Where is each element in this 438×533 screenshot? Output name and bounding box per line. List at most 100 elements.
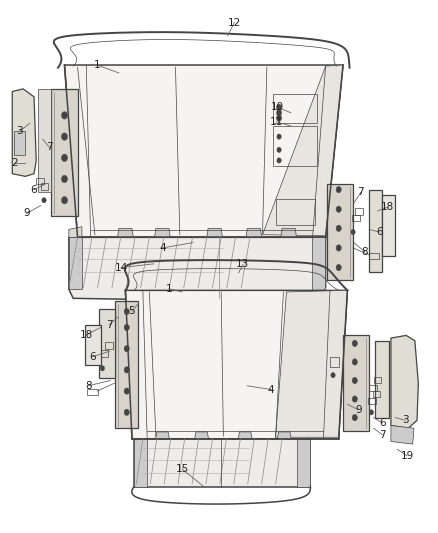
Text: 6: 6 — [379, 418, 385, 428]
Bar — [273, 94, 317, 123]
Polygon shape — [155, 432, 170, 439]
Polygon shape — [85, 325, 101, 365]
Polygon shape — [277, 432, 291, 439]
Circle shape — [61, 154, 67, 161]
Bar — [87, 389, 98, 395]
Text: 5: 5 — [129, 306, 135, 316]
Circle shape — [336, 225, 341, 231]
Bar — [41, 183, 48, 190]
Text: 4: 4 — [268, 384, 275, 394]
Polygon shape — [51, 89, 78, 216]
Polygon shape — [391, 425, 414, 444]
Bar — [355, 208, 363, 215]
Bar — [276, 199, 315, 225]
Bar — [368, 398, 376, 405]
Polygon shape — [343, 335, 369, 431]
Polygon shape — [69, 227, 82, 237]
Text: 11: 11 — [270, 117, 283, 127]
Polygon shape — [134, 439, 311, 487]
Polygon shape — [99, 309, 115, 378]
Polygon shape — [134, 439, 147, 487]
Circle shape — [352, 415, 357, 421]
Polygon shape — [375, 341, 389, 418]
Polygon shape — [39, 89, 51, 192]
Polygon shape — [246, 228, 261, 237]
Polygon shape — [297, 439, 311, 487]
Text: 19: 19 — [400, 451, 413, 461]
Circle shape — [276, 115, 282, 121]
Text: 13: 13 — [237, 260, 250, 269]
Circle shape — [61, 133, 67, 140]
Circle shape — [352, 359, 357, 365]
Text: 8: 8 — [85, 381, 92, 391]
Bar — [36, 178, 44, 184]
Text: 6: 6 — [89, 352, 96, 361]
Text: 8: 8 — [361, 247, 368, 257]
Bar — [330, 357, 339, 367]
Polygon shape — [125, 290, 347, 439]
Circle shape — [100, 366, 105, 371]
Polygon shape — [262, 65, 343, 236]
Polygon shape — [115, 301, 138, 428]
Circle shape — [336, 264, 341, 271]
Text: 18: 18 — [80, 330, 93, 340]
Circle shape — [336, 187, 341, 193]
Polygon shape — [64, 65, 343, 237]
Circle shape — [276, 104, 282, 111]
Polygon shape — [194, 432, 208, 439]
Circle shape — [351, 229, 355, 235]
Text: 15: 15 — [175, 464, 189, 474]
Polygon shape — [14, 131, 25, 155]
Polygon shape — [391, 335, 418, 428]
Circle shape — [124, 324, 129, 330]
Circle shape — [42, 198, 46, 203]
Circle shape — [277, 134, 281, 139]
Circle shape — [61, 175, 67, 183]
Polygon shape — [313, 237, 325, 298]
Text: 4: 4 — [159, 243, 166, 253]
Text: 7: 7 — [357, 187, 364, 197]
Circle shape — [331, 373, 335, 378]
Text: 7: 7 — [106, 320, 113, 330]
Polygon shape — [369, 190, 382, 272]
Circle shape — [124, 409, 129, 416]
Circle shape — [277, 158, 281, 163]
Text: 9: 9 — [23, 208, 30, 219]
Polygon shape — [327, 184, 353, 280]
Text: 2: 2 — [11, 158, 18, 168]
Polygon shape — [155, 228, 170, 237]
Polygon shape — [69, 237, 82, 289]
Polygon shape — [238, 432, 252, 439]
Bar — [369, 253, 379, 259]
Polygon shape — [382, 195, 395, 256]
Bar — [369, 385, 377, 391]
Polygon shape — [12, 89, 36, 176]
Text: 6: 6 — [31, 184, 37, 195]
Circle shape — [277, 147, 281, 152]
Text: 1: 1 — [94, 60, 100, 70]
Circle shape — [352, 377, 357, 384]
Text: 6: 6 — [376, 227, 382, 237]
Bar — [374, 377, 381, 383]
Text: 10: 10 — [271, 102, 284, 112]
Text: 12: 12 — [228, 18, 241, 28]
Polygon shape — [281, 228, 297, 237]
Circle shape — [124, 367, 129, 373]
Text: 7: 7 — [46, 142, 53, 152]
Text: 3: 3 — [16, 126, 23, 136]
Bar — [373, 391, 381, 397]
Polygon shape — [207, 228, 223, 237]
Text: 14: 14 — [114, 263, 128, 272]
Circle shape — [336, 206, 341, 213]
Polygon shape — [276, 290, 347, 437]
Text: 9: 9 — [355, 405, 362, 415]
Bar — [352, 215, 360, 221]
Text: 7: 7 — [379, 430, 385, 440]
Text: 18: 18 — [381, 202, 395, 212]
Text: 3: 3 — [402, 415, 409, 425]
Circle shape — [61, 197, 67, 204]
Circle shape — [336, 245, 341, 251]
Circle shape — [352, 396, 357, 402]
Circle shape — [61, 112, 67, 119]
Polygon shape — [69, 237, 325, 300]
